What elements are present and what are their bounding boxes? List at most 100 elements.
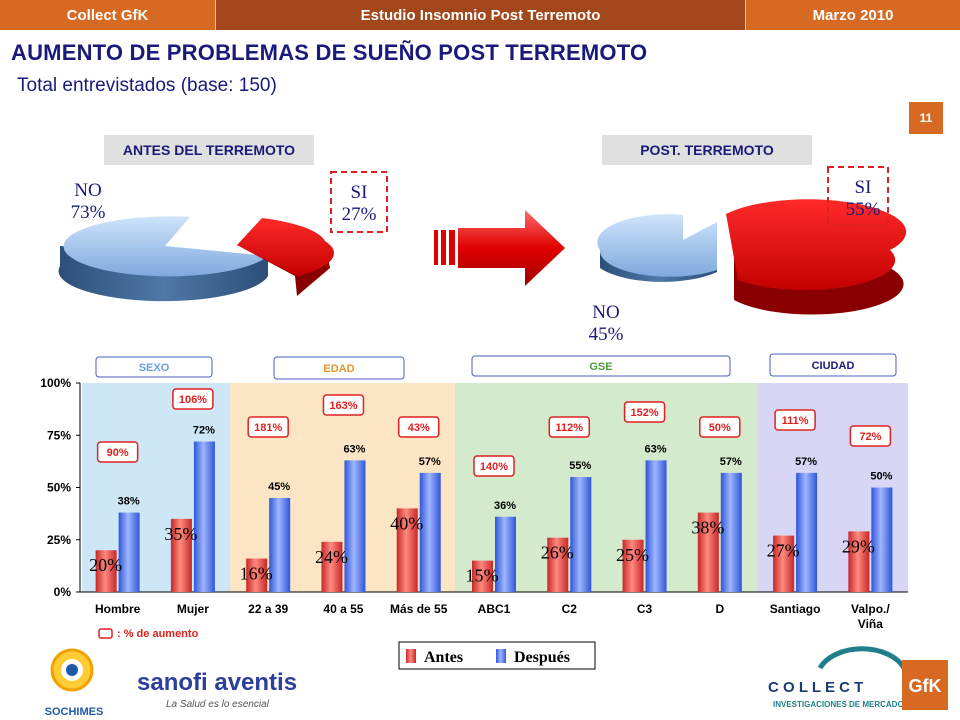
x-label-40-a-55: 40 a 55	[323, 602, 363, 616]
page-title: AUMENTO DE PROBLEMAS DE SUEÑO POST TERRE…	[11, 40, 648, 65]
pie-after-no-slice	[597, 214, 717, 277]
pie-before-si-slice	[237, 218, 334, 276]
bar-despues-40-a-55	[344, 460, 366, 592]
x-label-abc1: ABC1	[478, 602, 511, 616]
data-label-antes-c3: 25%	[616, 545, 649, 565]
bar-antes-c3	[622, 539, 644, 592]
increase-label-hombre: 90%	[107, 447, 129, 459]
bar-despues-c2	[570, 477, 592, 592]
pie-before-heading-box	[104, 135, 314, 165]
group-label-edad: EDAD	[323, 363, 354, 375]
data-label-despues-22-a-39: 45%	[268, 481, 290, 493]
sanofi-text: sanofi aventis	[137, 669, 297, 696]
pie-before-si-value: 27%	[342, 204, 377, 225]
bar-antes-abc1	[472, 560, 493, 592]
sochimes-text: SOCHIMES	[45, 706, 104, 718]
bar-antes-22-a-39	[246, 558, 268, 592]
increase-label-valpo-vina: 72%	[859, 431, 881, 443]
data-label-antes-d: 38%	[691, 518, 724, 538]
data-label-antes-valpo-vina: 29%	[842, 536, 875, 556]
x-labels: Hombre Mujer 22 a 39 40 a 55 Más de 55 ABC1 C2…	[95, 602, 890, 631]
collect-tagline: INVESTIGACIONES DE MERCADO	[773, 700, 904, 709]
data-label-despues-mas-de-55: 57%	[419, 456, 441, 468]
header-left: Collect GfK	[0, 0, 216, 30]
bar-antes-40-a-55	[321, 541, 343, 592]
data-label-antes-abc1: 15%	[466, 566, 499, 586]
bar-antes-mujer	[170, 518, 192, 592]
x-label-22-a-39: 22 a 39	[248, 602, 288, 616]
increase-box-c3	[623, 401, 666, 423]
x-label-mas-de-55: Más de 55	[390, 602, 448, 616]
page-subtitle: Total entrevistados (base: 150)	[17, 75, 277, 96]
increase-label-c3: 152%	[630, 407, 658, 419]
group-label-sexo: SEXO	[139, 362, 170, 374]
legend-label-despues: Después	[514, 649, 570, 666]
bar-despues-santiago	[796, 472, 818, 592]
increase-label-c2: 112%	[556, 422, 584, 434]
data-label-antes-c2: 26%	[541, 543, 574, 563]
increase-label-d: 50%	[709, 422, 731, 434]
data-label-antes-mujer: 35%	[164, 524, 197, 544]
pie-after-si-slice	[726, 199, 907, 291]
pie-before-heading: ANTES DEL TERREMOTO	[123, 142, 295, 158]
page-number: 11	[909, 102, 943, 134]
y-ticks: 0% 25% 50% 75% 100%	[40, 376, 80, 599]
increase-box-mas-de-55	[397, 416, 440, 438]
increase-label-22-a-39: 181%	[254, 422, 282, 434]
pie-before: NO 73% SI 27%	[58, 171, 388, 302]
y-tick-label: 0%	[54, 585, 72, 599]
group-label-gse-box	[471, 355, 731, 377]
increase-box-40-a-55	[322, 394, 365, 416]
x-label-c3: C3	[637, 602, 653, 616]
group-label-ciudad: CIUDAD	[812, 360, 855, 372]
increase-label-abc1: 140%	[480, 461, 508, 473]
gfk-box	[902, 660, 948, 710]
y-tick-label: 100%	[40, 376, 71, 390]
bar-despues-hombre	[118, 512, 140, 592]
header-center: Estudio Insomnio Post Terremoto	[216, 0, 746, 30]
data-label-despues-valpo-vina: 50%	[870, 471, 892, 483]
data-label-despues-santiago: 57%	[795, 456, 817, 468]
bar-antes-hombre	[95, 550, 117, 592]
bar-antes-valpo-vina	[848, 531, 870, 592]
bar-despues-22-a-39	[269, 497, 291, 592]
increase-box-22-a-39	[247, 416, 289, 438]
legend-swatch-despues	[496, 649, 506, 663]
bar-antes-santiago	[773, 535, 795, 592]
increase-note: : % de aumento	[117, 628, 199, 640]
data-label-despues-c3: 63%	[645, 443, 667, 455]
x-label-valpo-vina: Valpo./	[851, 602, 890, 616]
data-label-despues-hombre: 38%	[118, 496, 140, 508]
x-label-hombre: Hombre	[95, 602, 141, 616]
sanofi-tagline: La Salud es lo esencial	[166, 699, 270, 710]
data-label-despues-40-a-55: 63%	[343, 443, 365, 455]
x-label-mujer: Mujer	[177, 602, 209, 616]
x-label-santiago: Santiago	[770, 602, 821, 616]
bar-despues-mas-de-55	[419, 472, 441, 592]
sanofi-logo: sanofi aventis La Salud es lo esencial	[137, 669, 297, 710]
increase-label-santiago: 111%	[782, 415, 809, 427]
gfk-text: GfK	[909, 676, 942, 696]
arrow-icon	[434, 210, 565, 286]
bars: 20% 38% 35% 72% 16% 45% 24% 63% 40% 57% 15% 36% 26% 5…	[89, 425, 893, 592]
bar-antes-mas-de-55	[396, 508, 418, 592]
y-tick-label: 75%	[47, 428, 71, 442]
x-label-d: D	[715, 602, 724, 616]
group-label-sexo-box	[95, 356, 213, 378]
sochimes-logo: SOCHIMES	[45, 648, 104, 718]
pie-before-si-frame	[330, 171, 388, 233]
bar-antes-c2	[547, 537, 569, 592]
legend: Antes Después	[398, 641, 596, 670]
data-label-antes-mas-de-55: 40%	[390, 513, 423, 533]
pie-after-heading-box	[602, 135, 812, 165]
header-bar: Collect GfK Estudio Insomnio Post Terrem…	[0, 0, 960, 30]
data-label-antes-hombre: 20%	[89, 555, 122, 575]
data-label-antes-40-a-55: 24%	[315, 547, 348, 567]
increase-box-valpo-vina	[849, 425, 892, 447]
increase-box-d	[699, 416, 741, 438]
legend-swatch-antes	[406, 649, 416, 663]
pie-before-no-slice	[63, 216, 268, 277]
data-label-antes-22-a-39: 16%	[240, 564, 273, 584]
legend-label-antes: Antes	[424, 649, 463, 666]
